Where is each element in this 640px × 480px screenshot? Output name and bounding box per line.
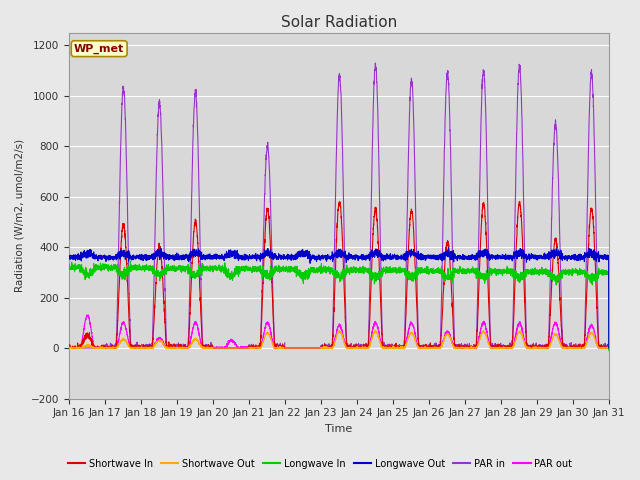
Title: Solar Radiation: Solar Radiation — [280, 15, 397, 30]
X-axis label: Time: Time — [325, 424, 353, 434]
Text: WP_met: WP_met — [74, 44, 124, 54]
Legend: Shortwave In, Shortwave Out, Longwave In, Longwave Out, PAR in, PAR out: Shortwave In, Shortwave Out, Longwave In… — [63, 455, 577, 473]
Y-axis label: Radiation (W/m2, umol/m2/s): Radiation (W/m2, umol/m2/s) — [15, 139, 25, 292]
